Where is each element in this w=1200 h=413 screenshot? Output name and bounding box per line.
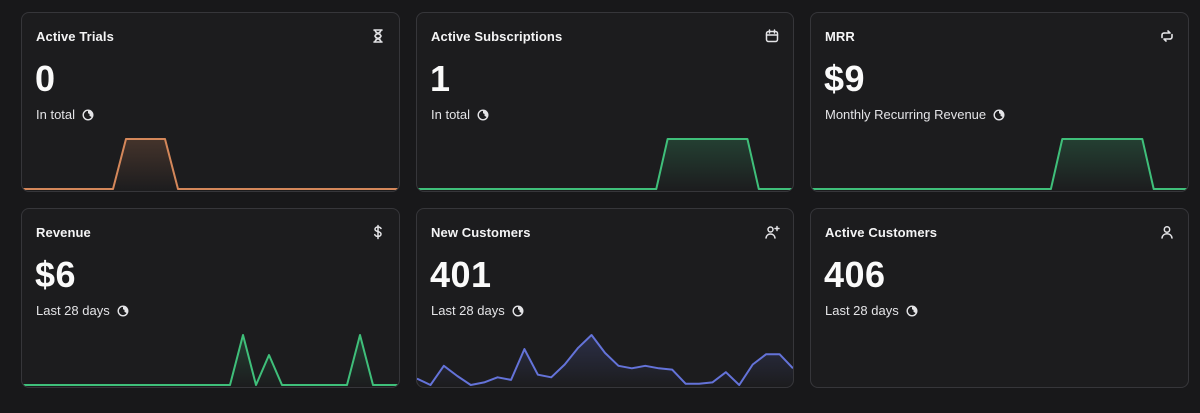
sparkline-line [417,334,793,386]
info-icon[interactable] [993,108,1005,121]
sparkline-svg [417,334,793,387]
card-value: $6 [35,254,77,295]
metric-card-active-subscriptions[interactable]: Active Subscriptions 1 In total [416,12,794,192]
card-subtitle-row: In total [431,107,489,122]
sparkline-line [811,138,1188,190]
metric-card-mrr[interactable]: MRR $9 Monthly Recurring Revenue [810,12,1189,192]
sparkline-area [417,335,793,387]
info-icon[interactable] [906,304,918,317]
card-subtitle-row: In total [36,107,94,122]
metrics-grid: Active Trials 0 In total Active Subscriptio… [21,12,1189,388]
card-value: 0 [35,58,56,99]
info-icon[interactable] [117,304,129,317]
card-title: Active Trials [36,29,114,44]
sparkline [417,127,793,191]
card-subtitle-row: Last 28 days [825,303,918,318]
refresh-icon [1159,28,1175,44]
metric-card-new-customers[interactable]: New Customers 401 Last 28 days [416,208,794,388]
card-subtitle-row: Last 28 days [431,303,524,318]
sparkline-line [22,334,399,386]
sparkline [811,127,1188,191]
metric-card-active-trials[interactable]: Active Trials 0 In total [21,12,400,192]
card-value: 406 [824,254,886,295]
card-subtitle: Monthly Recurring Revenue [825,107,987,122]
calendar-icon [764,28,780,44]
sparkline-svg [417,138,793,191]
sparkline-area [417,139,793,191]
card-subtitle: In total [36,107,76,122]
info-icon[interactable] [82,108,94,121]
sparkline-svg [22,138,399,191]
sparkline-svg [22,334,399,387]
card-value: $9 [824,58,866,99]
sparkline-area [811,139,1188,191]
card-value: 1 [430,58,451,99]
sparkline-line [417,138,793,190]
card-title: Active Subscriptions [431,29,563,44]
info-icon[interactable] [512,304,524,317]
sparkline [22,127,399,191]
metric-card-active-customers[interactable]: Active Customers 406 Last 28 days [810,208,1189,388]
card-title: New Customers [431,225,531,240]
user-plus-icon [764,224,780,240]
card-title: MRR [825,29,855,44]
card-subtitle-row: Last 28 days [36,303,129,318]
card-title: Revenue [36,225,91,240]
sparkline-area [22,139,399,191]
dollar-icon [370,224,386,240]
sparkline-line [22,138,399,190]
info-icon[interactable] [477,108,489,121]
card-subtitle: Last 28 days [431,303,505,318]
card-value: 401 [430,254,492,295]
card-subtitle-row: Monthly Recurring Revenue [825,107,1005,122]
sparkline [811,323,1188,387]
hourglass-icon [370,28,386,44]
sparkline-svg [811,138,1188,191]
metric-card-revenue[interactable]: Revenue $6 Last 28 days [21,208,400,388]
card-subtitle: Last 28 days [36,303,110,318]
card-subtitle: Last 28 days [825,303,899,318]
card-title: Active Customers [825,225,938,240]
user-icon [1159,224,1175,240]
sparkline [22,323,399,387]
sparkline [417,323,793,387]
sparkline-area [22,335,399,387]
card-subtitle: In total [431,107,471,122]
